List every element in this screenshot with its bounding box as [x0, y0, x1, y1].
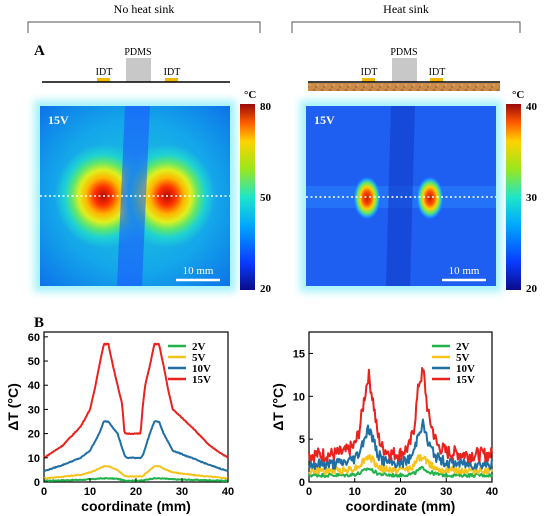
y-axis-label: ΔT (°C) — [270, 383, 286, 431]
series-line-10V — [43, 420, 229, 473]
idt-electrode-left-1 — [97, 78, 110, 82]
x-tick-label: 10 — [84, 486, 96, 498]
pdms-channel-left — [117, 106, 150, 286]
chart-heat-sink: 0 10 20 30 40 0 5 10 15 coordinate (mm) ΔT (°C) 2V5… — [270, 331, 498, 514]
x-tick-label: 20 — [394, 486, 406, 498]
x-tick-label: 40 — [222, 486, 234, 498]
x-axis-label: coordinate (mm) — [81, 498, 191, 514]
panel-label-b: B — [34, 315, 44, 331]
y-tick-label: 60 — [28, 332, 40, 344]
legend-label-5V: 5V — [456, 352, 470, 364]
pdms-channel-right — [386, 106, 415, 286]
thermal-image-right: 15V 10 mm — [300, 100, 502, 292]
legend-label-15V: 15V — [456, 374, 475, 386]
colorbar-tick-right-top: 40 — [526, 101, 538, 113]
pdms-block-left — [126, 58, 151, 82]
legend-label-10V: 10V — [192, 363, 211, 375]
idt-electrode-left-2 — [165, 78, 178, 82]
pdms-block-right — [392, 58, 417, 82]
colorbar-tick-right-mid: 30 — [526, 192, 538, 204]
colorbar-tick-left-mid: 50 — [260, 192, 272, 204]
series-line-15V — [43, 342, 229, 459]
idt-label-left-1: IDT — [96, 67, 113, 78]
colorbar-tick-left-top: 80 — [260, 101, 272, 113]
y-tick-label: 20 — [28, 429, 40, 441]
y-axis-label: ΔT (°C) — [5, 383, 21, 431]
x-tick-label: 30 — [440, 486, 452, 498]
section-title-right: Heat sink — [383, 2, 429, 16]
section-header-right: Heat sink — [291, 2, 521, 33]
series-line-10V — [308, 418, 493, 471]
y-tick-label: 40 — [28, 380, 40, 392]
y-tick-label: 15 — [293, 348, 305, 360]
schematic-right: PDMS IDT IDT — [308, 47, 500, 91]
hot-spot-right-2 — [416, 176, 444, 220]
pdms-label-left: PDMS — [124, 47, 151, 58]
y-tick-label: 10 — [293, 391, 305, 403]
legend-label-10V: 10V — [456, 363, 475, 375]
chart-no-heat-sink: 0 10 20 30 40 0 10 20 30 40 50 60 coordinate (mm) ΔT … — [5, 331, 234, 514]
series-line-15V — [308, 367, 493, 463]
y-tick-label: 10 — [28, 453, 40, 465]
x-tick-label: 0 — [41, 486, 47, 498]
y-tick-label: 50 — [28, 356, 40, 368]
voltage-label-left: 15V — [48, 113, 69, 127]
hot-spot-right-1 — [353, 176, 381, 220]
pdms-label-right: PDMS — [390, 47, 417, 58]
colorbar-tick-left-bot: 20 — [260, 283, 272, 295]
x-tick-label: 40 — [486, 486, 498, 498]
scalebar-label-right: 10 mm — [449, 265, 480, 277]
idt-label-right-1: IDT — [361, 67, 378, 78]
idt-label-left-2: IDT — [164, 67, 181, 78]
legend-label-15V: 15V — [192, 374, 211, 386]
x-tick-label: 10 — [349, 486, 361, 498]
legend-label-2V: 2V — [192, 341, 206, 353]
legend-label-5V: 5V — [192, 352, 206, 364]
panel-label-a: A — [34, 43, 45, 59]
y-tick-label: 30 — [28, 404, 40, 416]
schematic-left: PDMS IDT IDT — [42, 47, 230, 83]
voltage-label-right: 15V — [314, 113, 335, 127]
colorbar-unit-left: °C — [244, 89, 256, 101]
series-line-2V — [308, 465, 493, 478]
y-tick-label: 5 — [299, 434, 305, 446]
colorbar-left: °C 80 50 20 — [240, 89, 272, 295]
thermal-image-left: 15V 10 mm — [34, 100, 236, 292]
idt-electrode-right-2 — [430, 78, 443, 82]
idt-label-right-2: IDT — [429, 67, 446, 78]
section-title-left: No heat sink — [114, 2, 175, 16]
idt-electrode-right-1 — [362, 78, 375, 82]
scalebar-label-left: 10 mm — [183, 265, 214, 277]
x-tick-label: 20 — [130, 486, 142, 498]
colorbar-unit-right: °C — [512, 89, 524, 101]
y-tick-label: 0 — [299, 477, 305, 489]
x-tick-label: 30 — [176, 486, 188, 498]
x-axis-label: coordinate (mm) — [346, 498, 456, 514]
colorbar-right: °C 40 30 20 — [506, 89, 538, 295]
colorbar-tick-right-bot: 20 — [526, 283, 538, 295]
section-header-left: No heat sink — [27, 2, 261, 33]
series-line-5V — [43, 464, 229, 480]
x-tick-label: 0 — [306, 486, 312, 498]
legend-label-2V: 2V — [456, 341, 470, 353]
heat-sink-block — [308, 83, 500, 91]
y-tick-label: 0 — [34, 477, 40, 489]
